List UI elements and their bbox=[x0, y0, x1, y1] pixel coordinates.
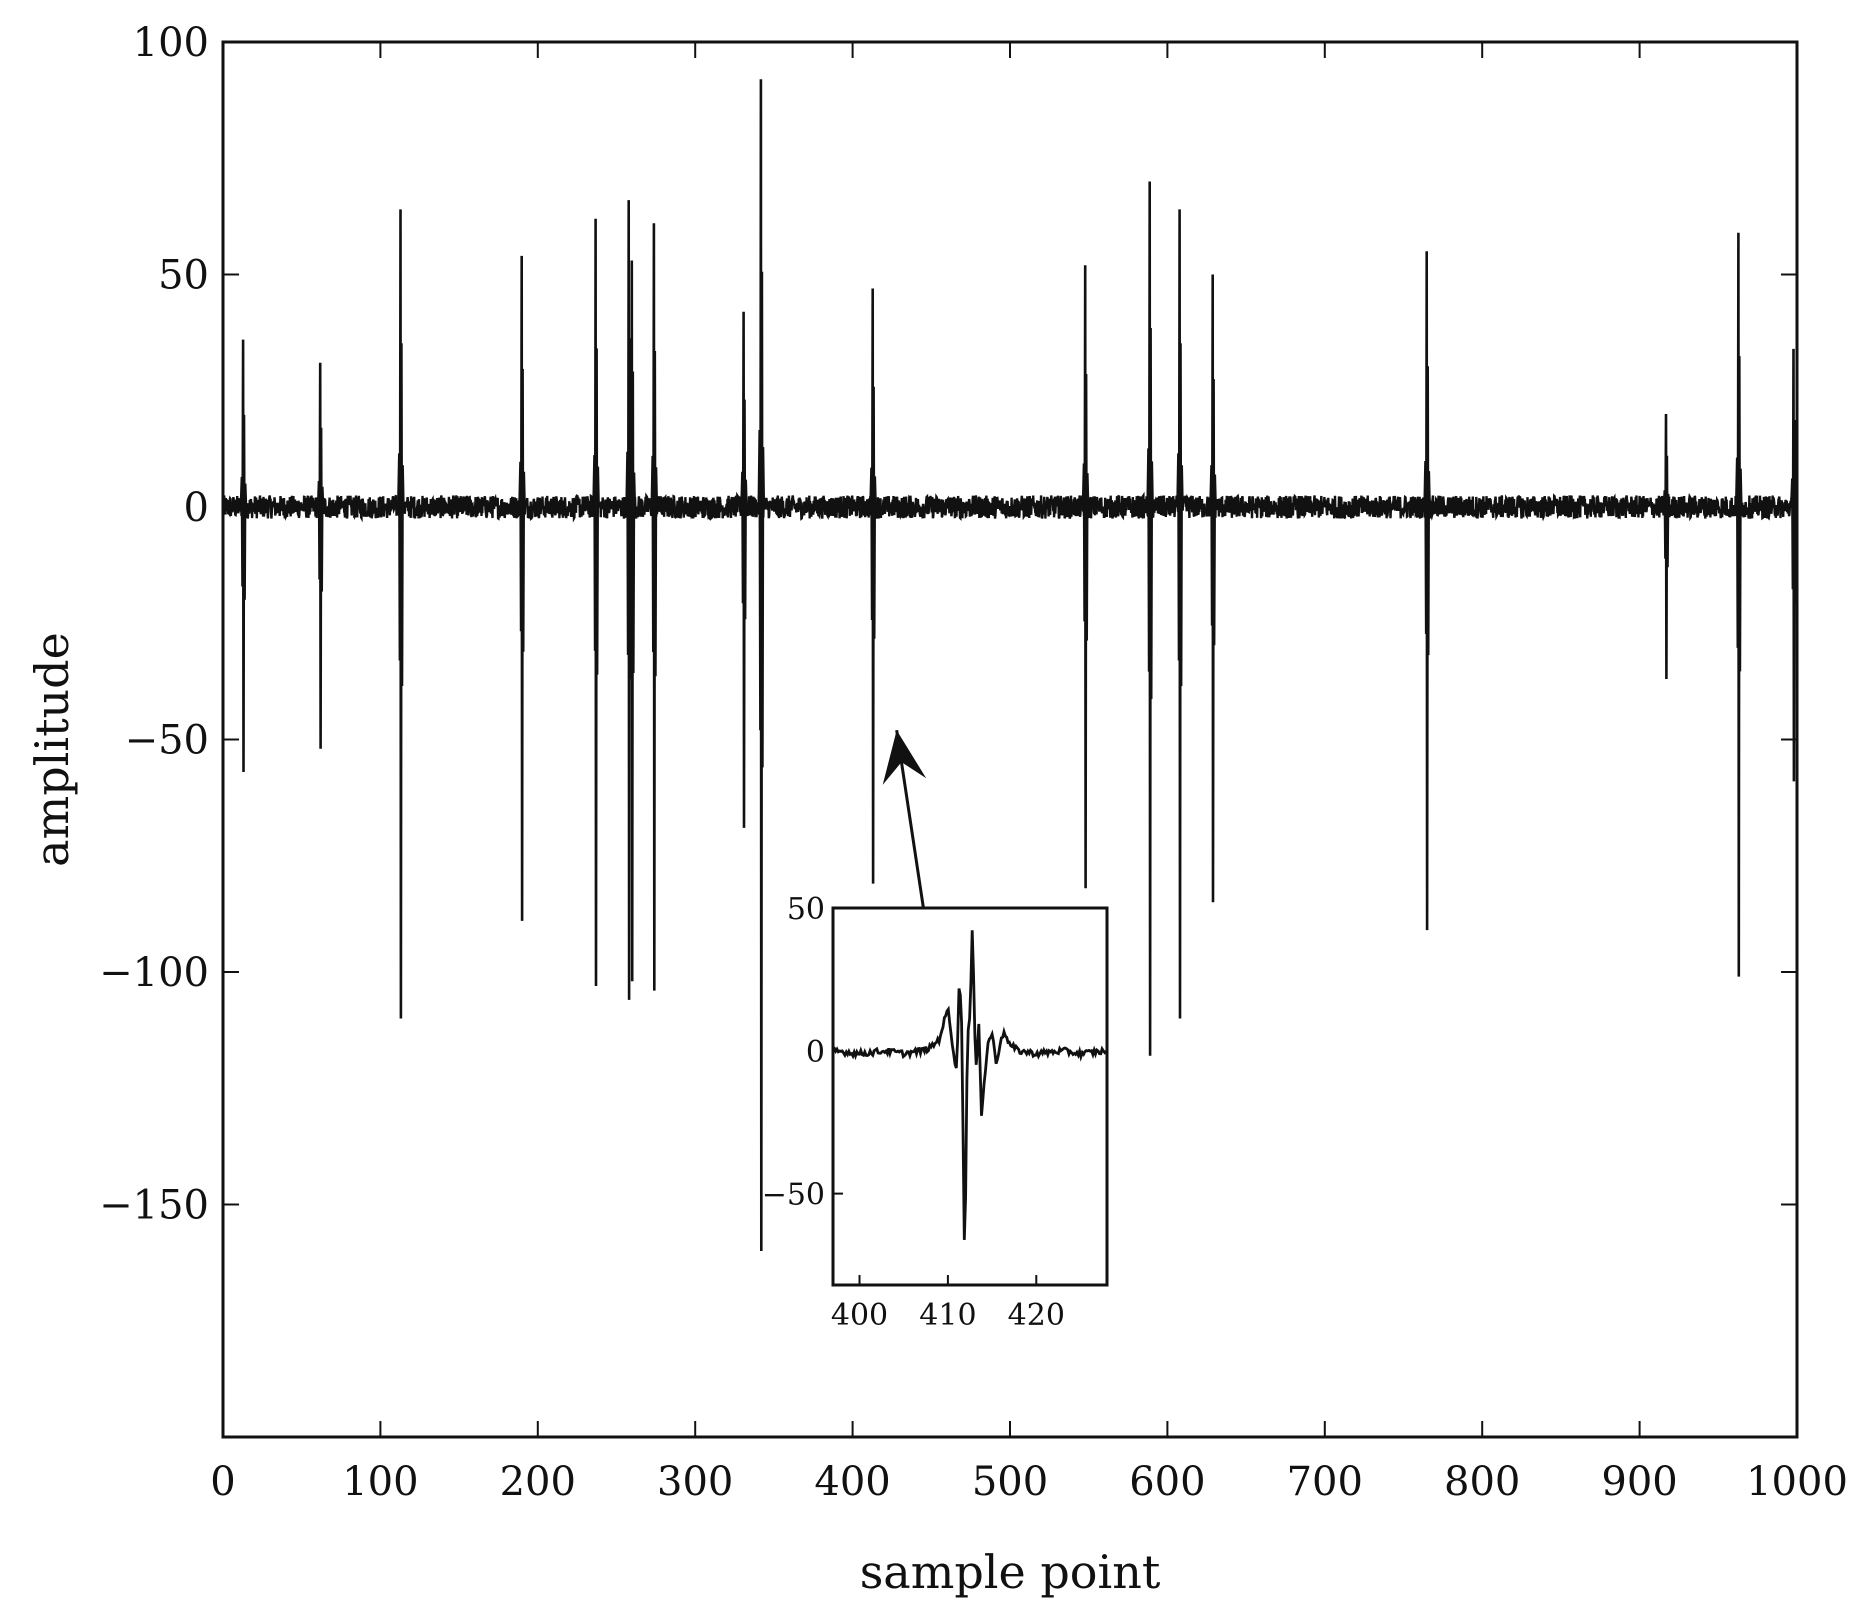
inset-x-tick-label: 420 bbox=[1008, 1298, 1065, 1333]
inset-axis-ticks: 400 410 420 50 0 −50 bbox=[762, 892, 1065, 1333]
spike-13 bbox=[1146, 181, 1154, 1056]
spike-12 bbox=[1081, 265, 1090, 889]
inset-y-tick-label: −50 bbox=[762, 1178, 825, 1213]
x-tick-label: 1000 bbox=[1746, 1459, 1848, 1505]
x-tick-label: 900 bbox=[1601, 1459, 1677, 1505]
x-tick-label: 500 bbox=[972, 1459, 1048, 1505]
main-axis-ticks: 0 100 200 300 400 500 600 700 800 900 1000100500−5… bbox=[99, 20, 1848, 1505]
spike-9 bbox=[740, 311, 748, 828]
x-axis-title: sample point bbox=[860, 1545, 1161, 1599]
spike-18 bbox=[1734, 232, 1743, 977]
inset-chart: 400 410 420 50 0 −50 bbox=[762, 892, 1109, 1333]
x-tick-label: 300 bbox=[657, 1459, 733, 1505]
inset-x-tick-label: 410 bbox=[919, 1298, 976, 1333]
inset-x-tick-label: 400 bbox=[831, 1298, 888, 1333]
spike-19 bbox=[1790, 348, 1798, 782]
spike-3 bbox=[397, 209, 405, 1019]
spike-2 bbox=[316, 362, 325, 749]
spike-15 bbox=[1209, 274, 1217, 903]
inset-plot-frame bbox=[831, 906, 1109, 1287]
x-tick-label: 200 bbox=[500, 1459, 576, 1505]
spike-5 bbox=[592, 218, 600, 987]
x-tick-label: 0 bbox=[210, 1459, 235, 1505]
spike-16 bbox=[1423, 251, 1431, 931]
y-tick-label: 0 bbox=[184, 485, 209, 531]
spike-11 bbox=[869, 288, 877, 884]
y-axis-title: amplitude bbox=[25, 632, 79, 867]
spike-4 bbox=[518, 255, 526, 921]
y-tick-label: −150 bbox=[99, 1183, 209, 1229]
inset-signal-trace bbox=[833, 930, 1108, 1240]
inset-plot-area bbox=[833, 930, 1108, 1240]
spike-14 bbox=[1176, 209, 1184, 1019]
x-tick-label: 400 bbox=[814, 1459, 890, 1505]
spike-17 bbox=[1662, 413, 1671, 680]
x-tick-label: 600 bbox=[1129, 1459, 1205, 1505]
spike-7 bbox=[628, 260, 637, 982]
arrow-head bbox=[882, 730, 927, 785]
main-plot-area bbox=[221, 79, 1799, 1252]
y-tick-label: 50 bbox=[158, 253, 209, 299]
y-tick-label: 100 bbox=[133, 20, 209, 66]
zoom-arrow bbox=[882, 729, 927, 909]
spike-10 bbox=[757, 79, 766, 1252]
y-tick-label: −50 bbox=[125, 718, 209, 764]
inset-y-tick-label: 0 bbox=[806, 1035, 825, 1070]
x-tick-label: 100 bbox=[342, 1459, 418, 1505]
y-tick-label: −100 bbox=[99, 950, 209, 996]
spike-8 bbox=[650, 223, 659, 991]
inset-y-tick-label: 50 bbox=[787, 892, 825, 927]
spike-1 bbox=[239, 339, 248, 773]
x-tick-label: 800 bbox=[1444, 1459, 1520, 1505]
signal-noise-trace bbox=[221, 491, 1799, 523]
x-tick-label: 700 bbox=[1287, 1459, 1363, 1505]
